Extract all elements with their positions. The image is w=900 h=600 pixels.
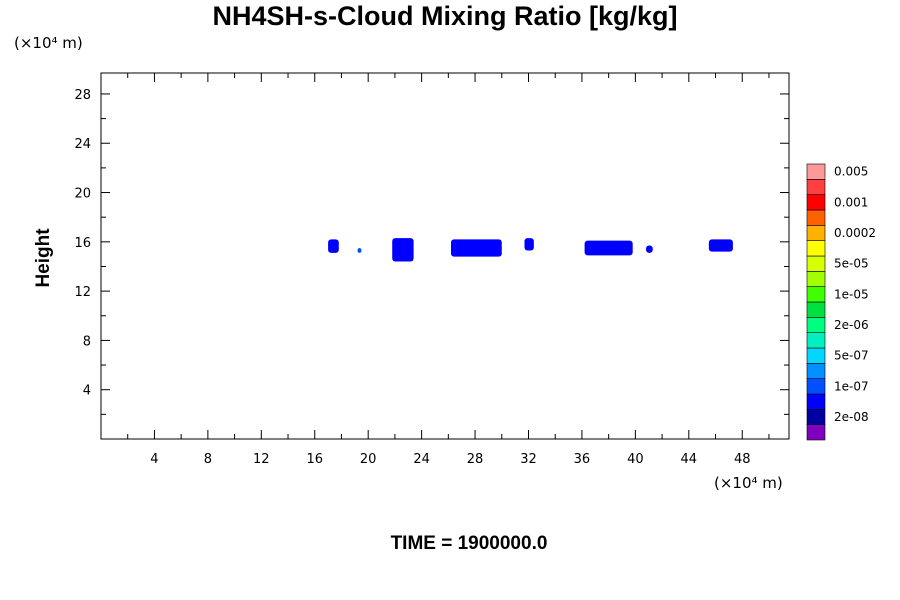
x-tick-label: 24 <box>413 452 430 467</box>
y-tick-label: 12 <box>74 285 91 300</box>
colorbar-swatch <box>806 179 826 195</box>
colorbar-label: 2e-08 <box>834 410 869 424</box>
cloud-patches <box>328 238 733 262</box>
colorbar-swatch <box>806 194 826 211</box>
colorbar-swatch <box>806 225 826 241</box>
colorbar-swatch <box>806 163 826 180</box>
x-tick-label: 48 <box>734 452 751 467</box>
cloud-patch-2 <box>357 247 362 253</box>
colorbar-swatch <box>806 424 826 441</box>
time-label: TIME = 1900000.0 <box>391 533 548 554</box>
x-tick-label: 4 <box>150 452 158 467</box>
colorbar-swatch <box>806 286 826 303</box>
y-axis-unit: (×10⁴ m) <box>14 34 83 52</box>
colorbar-swatch <box>806 209 826 226</box>
y-tick-label: 20 <box>74 187 91 202</box>
colorbar: 2e-08 1e-07 5e-07 2e-06 1e-05 5e-05 0.0002 0.00… <box>806 163 876 441</box>
cloud-patch-7 <box>646 245 653 253</box>
colorbar-swatch <box>806 271 826 287</box>
colorbar-swatch <box>806 393 826 410</box>
colorbar-label: 0.001 <box>834 195 868 209</box>
colorbar-swatch <box>806 240 826 257</box>
cloud-patch-1 <box>328 239 339 253</box>
x-tick-label: 12 <box>253 452 270 467</box>
y-axis-ticks: 4 8 12 16 20 24 28 <box>74 88 789 415</box>
x-axis-unit: (×10⁴ m) <box>714 474 783 492</box>
colorbar-label: 1e-05 <box>834 287 869 301</box>
chart-title: NH4SH-s-Cloud Mixing Ratio [kg/kg] <box>213 1 678 31</box>
x-axis-ticks: 4 8 12 16 20 24 28 32 36 40 44 48 <box>127 73 770 467</box>
colorbar-swatch <box>806 363 826 379</box>
y-tick-label: 16 <box>74 236 91 251</box>
cloud-patch-3 <box>392 238 414 262</box>
colorbar-swatch <box>806 332 826 349</box>
x-tick-label: 8 <box>204 452 212 467</box>
colorbar-swatch <box>806 301 826 318</box>
x-tick-label: 32 <box>520 452 537 467</box>
cloud-patch-5 <box>524 238 534 251</box>
colorbar-swatch <box>806 409 826 425</box>
y-tick-label: 8 <box>83 334 91 349</box>
x-tick-label: 44 <box>681 452 698 467</box>
x-tick-label: 16 <box>306 452 323 467</box>
y-tick-label: 24 <box>74 137 91 152</box>
colorbar-label: 0.005 <box>834 165 868 179</box>
cloud-patch-8 <box>708 239 733 252</box>
colorbar-label: 5e-05 <box>834 257 869 271</box>
colorbar-swatch <box>806 378 826 395</box>
y-tick-label: 4 <box>83 384 91 399</box>
x-tick-label: 20 <box>360 452 377 467</box>
colorbar-swatch <box>806 317 826 333</box>
x-tick-label: 36 <box>574 452 591 467</box>
x-tick-label: 28 <box>467 452 484 467</box>
colorbar-label: 2e-06 <box>834 318 869 332</box>
plot-frame <box>100 72 790 440</box>
colorbar-label: 0.0002 <box>834 226 876 240</box>
cloud-patch-6 <box>584 240 633 256</box>
x-tick-label: 40 <box>627 452 644 467</box>
colorbar-label: 1e-07 <box>834 379 869 393</box>
colorbar-swatch <box>806 255 826 272</box>
y-axis-label: Height <box>33 228 54 288</box>
colorbar-swatch <box>806 347 826 364</box>
colorbar-label: 5e-07 <box>834 349 869 363</box>
y-tick-label: 28 <box>74 88 91 103</box>
cloud-patch-4 <box>451 239 502 257</box>
